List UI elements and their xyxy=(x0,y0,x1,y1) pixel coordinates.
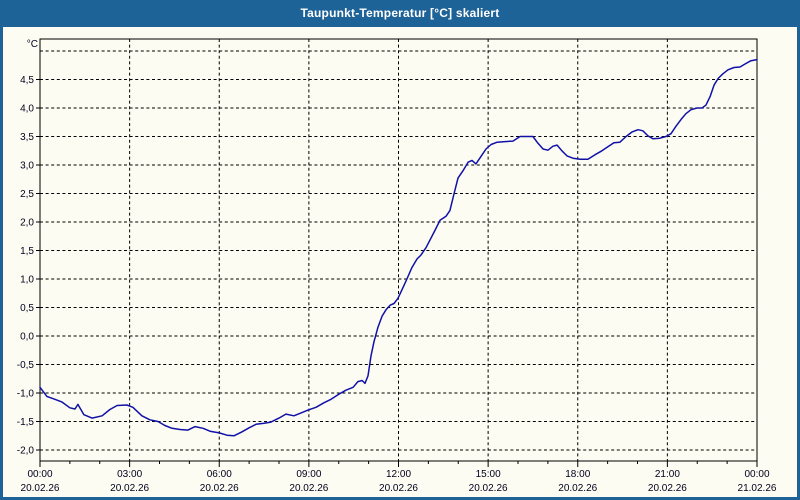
y-axis-tick-label: 0,0 xyxy=(20,332,34,343)
y-axis-tick-label: 4,5 xyxy=(20,75,34,86)
x-axis-date-label: 20.02.26 xyxy=(110,483,149,494)
y-axis-tick-label: -1,0 xyxy=(17,389,35,400)
x-axis-date-label: 21.02.26 xyxy=(738,483,777,494)
x-axis-time-label: 15:00 xyxy=(476,469,501,480)
x-axis-time-label: 18:00 xyxy=(565,469,590,480)
y-axis-tick-label: 3,5 xyxy=(20,132,34,143)
y-axis-tick-label: 1,5 xyxy=(20,246,34,257)
y-axis-tick-label: 1,0 xyxy=(20,275,34,286)
y-axis-tick-label: 3,0 xyxy=(20,161,34,172)
x-axis-time-label: 06:00 xyxy=(207,469,232,480)
x-axis-time-label: 21:00 xyxy=(655,469,680,480)
y-axis-tick-label: 2,0 xyxy=(20,218,34,229)
window-title-bar: Taupunkt-Temperatur [°C] skaliert xyxy=(0,0,800,27)
x-axis-date-label: 20.02.26 xyxy=(648,483,687,494)
x-axis-time-label: 00:00 xyxy=(27,469,52,480)
x-axis-date-label: 20.02.26 xyxy=(21,483,60,494)
x-axis-time-label: 12:00 xyxy=(386,469,411,480)
x-axis-time-label: 03:00 xyxy=(117,469,142,480)
y-axis-tick-label: -1,5 xyxy=(17,417,35,428)
y-axis-tick-label: 2,5 xyxy=(20,189,34,200)
x-axis-date-label: 20.02.26 xyxy=(469,483,508,494)
dewpoint-temperature-chart: 4,5 4,0 3,5 3,0 2,5 2,0 1,5 1,0 0,5 0,0 -0,5 -1,0 -1… xyxy=(17,38,777,494)
dewpoint-temperature-line xyxy=(39,58,758,437)
chart-panel: 4,5 4,0 3,5 3,0 2,5 2,0 1,5 1,0 0,5 0,0 -0,5 -1,0 -1… xyxy=(3,27,797,497)
x-axis-date-label: 20.02.26 xyxy=(289,483,328,494)
x-axis-date-label: 20.02.26 xyxy=(200,483,239,494)
y-axis-tick-label: -0,5 xyxy=(17,360,35,371)
x-axis-time-label: 09:00 xyxy=(296,469,321,480)
y-axis-tick-label: 0,5 xyxy=(20,303,34,314)
x-axis-date-label: 20.02.26 xyxy=(558,483,597,494)
window-title: Taupunkt-Temperatur [°C] skaliert xyxy=(300,6,500,20)
x-axis-time-label: 00:00 xyxy=(744,469,769,480)
x-axis-date-label: 20.02.26 xyxy=(379,483,418,494)
y-axis-tick-label: 4,0 xyxy=(20,104,34,115)
celsius-unit-label: °C xyxy=(27,39,38,50)
y-axis-tick-label: -2,0 xyxy=(17,446,35,457)
